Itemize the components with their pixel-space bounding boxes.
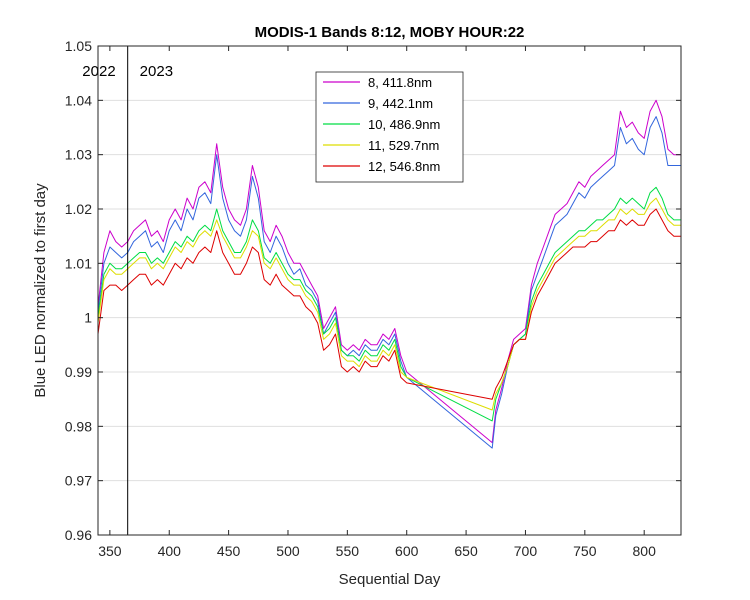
x-tick-label: 450 bbox=[217, 543, 241, 559]
legend-label: 12, 546.8nm bbox=[368, 159, 440, 174]
plot-frame bbox=[97, 45, 682, 536]
x-tick-label: 650 bbox=[454, 543, 478, 559]
legend-box bbox=[315, 71, 464, 183]
series-line bbox=[97, 197, 681, 411]
year-label-left: 2022 bbox=[82, 63, 115, 80]
x-axis-ticks: 350 400 450 500 550 600 650 700 750 800 bbox=[98, 46, 656, 559]
series-line bbox=[97, 99, 681, 444]
x-tick-label: 350 bbox=[98, 543, 122, 559]
chart-title: MODIS-1 Bands 8:12, MOBY HOUR:22 bbox=[255, 24, 525, 41]
y-tick-label: 0.97 bbox=[65, 473, 92, 489]
x-tick-label: 600 bbox=[395, 543, 419, 559]
legend-label: 10, 486.9nm bbox=[368, 117, 440, 132]
year-divider: 2022 2023 bbox=[82, 46, 173, 535]
legend-label: 8, 411.8nm bbox=[368, 75, 432, 90]
y-tick-label: 1.01 bbox=[65, 255, 92, 271]
legend-label: 9, 442.1nm bbox=[368, 96, 433, 111]
y-tick-label: 1.04 bbox=[65, 92, 92, 108]
y-axis-ticks: 0.96 0.97 0.98 0.99 1 1.01 1.02 1.03 1.04 1.05 bbox=[65, 38, 681, 543]
legend: 8, 411.8nm 9, 442.1nm 10, 486.9nm 11, 529.7… bbox=[315, 71, 464, 183]
x-tick-label: 800 bbox=[633, 543, 657, 559]
series-line bbox=[97, 208, 681, 400]
x-tick-label: 550 bbox=[336, 543, 360, 559]
y-tick-label: 1.02 bbox=[65, 201, 92, 217]
x-tick-label: 700 bbox=[514, 543, 538, 559]
x-axis-label: Sequential Day bbox=[339, 571, 441, 588]
series-line bbox=[97, 186, 681, 422]
series-line bbox=[97, 116, 681, 449]
x-tick-label: 750 bbox=[573, 543, 597, 559]
y-axis-label: Blue LED normalized to first day bbox=[32, 183, 49, 398]
series-layer bbox=[97, 99, 681, 449]
y-tick-label: 1.03 bbox=[65, 147, 92, 163]
x-tick-label: 400 bbox=[158, 543, 182, 559]
y-tick-label: 0.98 bbox=[65, 418, 92, 434]
y-tick-label: 0.96 bbox=[65, 527, 92, 543]
y-tick-label: 0.99 bbox=[65, 364, 92, 380]
year-label-right: 2023 bbox=[140, 63, 173, 80]
y-tick-label: 1 bbox=[84, 310, 92, 326]
legend-items: 8, 411.8nm 9, 442.1nm 10, 486.9nm 11, 529.7… bbox=[323, 75, 440, 174]
legend-label: 11, 529.7nm bbox=[368, 138, 439, 153]
x-tick-label: 500 bbox=[276, 543, 300, 559]
y-tick-label: 1.05 bbox=[65, 38, 92, 54]
